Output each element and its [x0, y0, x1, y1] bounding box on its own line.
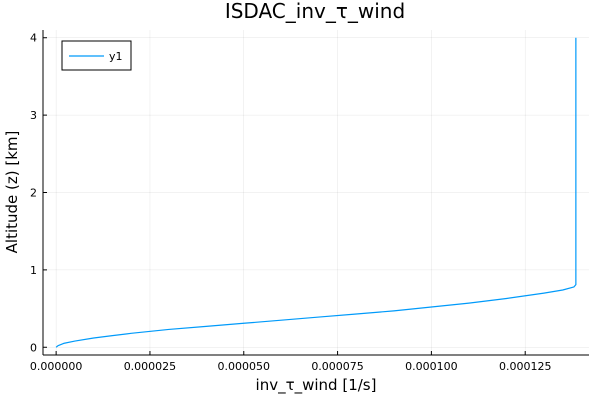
x-tick-label: 0.000050: [218, 360, 271, 373]
grid: [43, 30, 589, 355]
series-group: [55, 37, 577, 348]
series-line-y1: [55, 37, 577, 348]
x-tick-label: 0.000025: [124, 360, 177, 373]
y-axis-label: Altitude (z) [km]: [3, 131, 21, 254]
y-tick-label: 2: [30, 187, 37, 200]
x-axis-label: inv_τ_wind [1/s]: [256, 376, 377, 395]
y-tick-label: 3: [30, 109, 37, 122]
y-ticks: 0 1 2 3 4: [30, 32, 47, 354]
chart-title: ISDAC_inv_τ_wind: [225, 0, 405, 23]
x-ticks: 0.000000 0.000025 0.000050 0.000075 0.000100…: [30, 351, 552, 373]
x-tick-label: 0.000075: [311, 360, 364, 373]
y-tick-label: 1: [30, 264, 37, 277]
y-tick-label: 0: [30, 341, 37, 354]
legend: y1: [61, 40, 132, 71]
x-tick-label: 0.000125: [499, 360, 552, 373]
x-tick-label: 0.000100: [405, 360, 458, 373]
x-tick-label: 0.000000: [30, 360, 83, 373]
legend-label-y1: y1: [109, 50, 123, 63]
y-tick-label: 4: [30, 32, 37, 45]
